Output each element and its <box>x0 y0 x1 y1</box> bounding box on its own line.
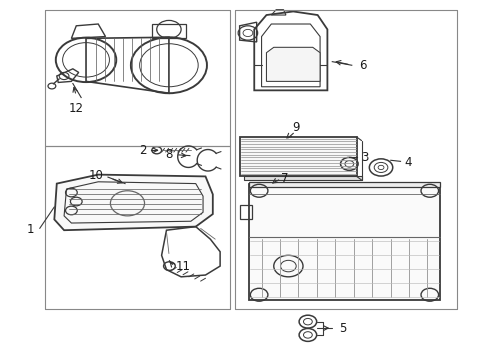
Polygon shape <box>244 176 361 180</box>
Text: 5: 5 <box>339 321 346 334</box>
Text: 10: 10 <box>88 169 103 182</box>
Text: 12: 12 <box>69 103 83 116</box>
Text: 8: 8 <box>164 148 172 161</box>
Text: 11: 11 <box>175 260 190 273</box>
Text: 1: 1 <box>26 223 34 236</box>
Text: 2: 2 <box>139 144 147 157</box>
Text: 4: 4 <box>404 156 411 168</box>
Polygon shape <box>249 184 439 300</box>
Polygon shape <box>266 47 320 81</box>
Polygon shape <box>239 137 356 176</box>
Polygon shape <box>54 175 212 230</box>
Polygon shape <box>249 182 439 187</box>
Text: 3: 3 <box>361 151 368 164</box>
Text: 7: 7 <box>281 172 288 185</box>
Text: 6: 6 <box>358 59 366 72</box>
Text: 9: 9 <box>291 121 299 134</box>
